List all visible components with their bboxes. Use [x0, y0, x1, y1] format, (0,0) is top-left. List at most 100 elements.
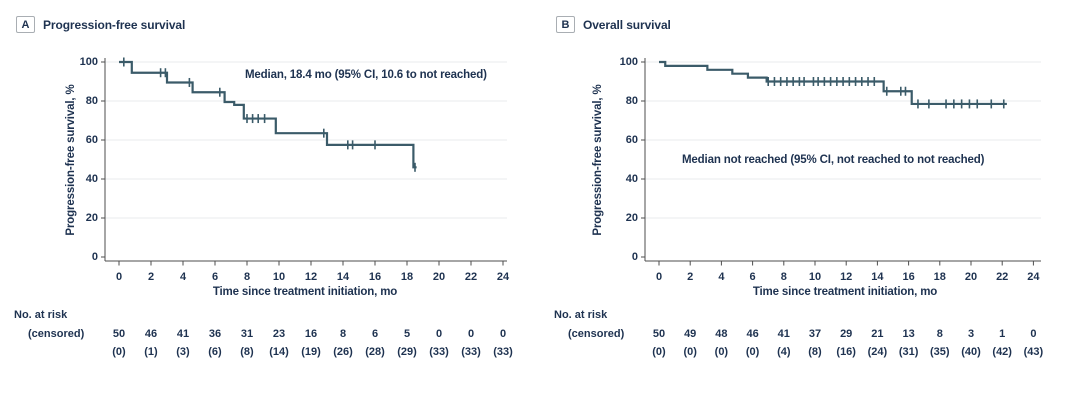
- at-risk-count: 23: [272, 328, 286, 340]
- at-risk-count: 8: [339, 328, 347, 340]
- pfs-risk-table-label: No. at risk: [14, 309, 68, 321]
- at-risk-count: 16: [304, 328, 318, 340]
- censored-count: (0): [745, 346, 760, 358]
- at-risk-count: 41: [777, 328, 790, 340]
- at-risk-count: 13: [902, 328, 915, 340]
- censored-count: (29): [397, 346, 417, 358]
- panel-b-header: B Overall survival: [556, 16, 671, 33]
- censored-count: (16): [836, 346, 856, 358]
- x-tick-label: 20: [964, 271, 978, 283]
- censored-count: (0): [714, 346, 729, 358]
- x-tick-label: 14: [336, 271, 350, 283]
- pfs-median-annotation: Median, 18.4 mo (95% CI, 10.6 to not rea…: [245, 69, 487, 81]
- y-tick-label: 0: [631, 251, 638, 263]
- at-risk-count: 46: [746, 328, 759, 340]
- y-tick-label: 40: [85, 173, 98, 185]
- os-plot-svg: [641, 58, 1041, 266]
- censored-count: (24): [867, 346, 888, 358]
- x-tick-label: 18: [400, 271, 414, 283]
- at-risk-count: 37: [808, 328, 822, 340]
- panel-b-key-badge: B: [556, 16, 575, 33]
- x-tick-label: 18: [933, 271, 946, 283]
- x-tick-label: 10: [272, 271, 286, 283]
- censored-count: (33): [493, 346, 513, 358]
- y-tick-label: 100: [619, 56, 638, 68]
- at-risk-count: 6: [371, 328, 379, 340]
- censored-count: (26): [333, 346, 353, 358]
- x-tick-label: 8: [243, 271, 251, 283]
- at-risk-count: 41: [176, 328, 190, 340]
- censored-count: (19): [301, 346, 321, 358]
- censored-count: (6): [208, 346, 222, 358]
- censored-count: (4): [777, 346, 791, 358]
- censored-count: (0): [652, 346, 666, 358]
- at-risk-count: 5: [403, 328, 411, 340]
- censored-count: (0): [683, 346, 697, 358]
- x-tick-label: 22: [464, 271, 478, 283]
- at-risk-count: 0: [435, 328, 443, 340]
- y-tick-label: 20: [625, 212, 638, 224]
- y-tick-label: 80: [85, 95, 98, 107]
- os-x-axis-label: Time since treatment initiation, mo: [752, 286, 938, 298]
- censored-count: (8): [240, 346, 254, 358]
- x-tick-label: 12: [840, 271, 853, 283]
- panel-progression-free-survival: A Progression-free survival Median, 18.4…: [14, 16, 513, 358]
- x-tick-label: 2: [687, 271, 694, 283]
- os-risk-table-label: No. at risk: [554, 309, 608, 321]
- panel-a-title: Progression-free survival: [43, 17, 186, 32]
- x-tick-label: 14: [871, 271, 884, 283]
- censored-count: (3): [176, 346, 190, 358]
- x-tick-label: 20: [432, 271, 446, 283]
- x-tick-label: 6: [211, 271, 219, 283]
- at-risk-count: 31: [240, 328, 254, 340]
- x-tick-label: 24: [496, 271, 510, 283]
- panel-b-title: Overall survival: [583, 17, 671, 32]
- at-risk-count: 21: [871, 328, 884, 340]
- survival-curve: [659, 60, 1007, 106]
- at-risk-count: 49: [684, 328, 697, 340]
- y-tick-label: 40: [625, 173, 638, 185]
- x-tick-label: 0: [115, 271, 123, 283]
- x-tick-label: 16: [902, 271, 915, 283]
- at-risk-count: 46: [144, 328, 158, 340]
- x-tick-label: 16: [368, 271, 382, 283]
- x-tick-label: 8: [780, 271, 787, 283]
- censored-count: (31): [898, 346, 919, 358]
- y-tick-label: 60: [625, 134, 638, 146]
- at-risk-count: 8: [936, 328, 943, 340]
- survival-curve: [119, 60, 417, 169]
- censored-count: (8): [808, 346, 822, 358]
- at-risk-count: 3: [967, 328, 975, 340]
- censored-count: (40): [961, 346, 981, 358]
- y-tick-label: 80: [625, 95, 638, 107]
- x-tick-label: 0: [655, 271, 663, 283]
- os-censored-table-label: (censored): [568, 328, 625, 340]
- panel-a-key-badge: A: [16, 16, 35, 33]
- at-risk-count: 29: [840, 328, 853, 340]
- censored-count: (1): [144, 346, 158, 358]
- x-tick-label: 12: [304, 271, 318, 283]
- x-tick-label: 10: [808, 271, 822, 283]
- censored-count: (33): [461, 346, 481, 358]
- os-y-axis-label: Progression-free survival, %: [592, 84, 604, 236]
- x-tick-label: 22: [996, 271, 1009, 283]
- censored-count: (33): [429, 346, 449, 358]
- y-tick-label: 0: [91, 251, 98, 263]
- pfs-x-axis-label: Time since treatment initiation, mo: [212, 286, 398, 298]
- pfs-censored-table-label: (censored): [28, 328, 85, 340]
- x-tick-label: 6: [749, 271, 756, 283]
- x-tick-label: 2: [147, 271, 155, 283]
- panel-a-header: A Progression-free survival: [16, 16, 185, 33]
- y-tick-label: 60: [85, 134, 98, 146]
- os-median-annotation: Median not reached (95% CI, not reached …: [682, 154, 985, 166]
- at-risk-count: 50: [652, 328, 666, 340]
- censored-count: (43): [1023, 346, 1044, 358]
- y-tick-label: 100: [79, 56, 98, 68]
- censored-count: (0): [112, 346, 126, 358]
- at-risk-count: 0: [1030, 328, 1037, 340]
- at-risk-count: 0: [499, 328, 507, 340]
- at-risk-count: 1: [999, 328, 1006, 340]
- y-tick-label: 20: [85, 212, 98, 224]
- at-risk-count: 48: [715, 328, 728, 340]
